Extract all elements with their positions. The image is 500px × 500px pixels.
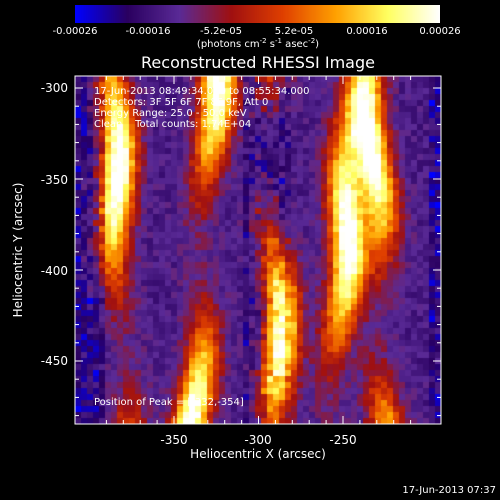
colorbar-tick-label: -0.00016 — [125, 26, 171, 37]
rhessi-image-raster — [75, 76, 441, 424]
annotation-time-range: 17-Jun-2013 08:49:34.000 to 08:55:34.000 — [94, 86, 310, 97]
colorbar-tick-label: 0.00016 — [346, 26, 388, 37]
y-tick-label: -350 — [40, 173, 68, 187]
annotation-detectors: Detectors: 3F 5F 6F 7F 8F 9F, Att 0 — [94, 97, 269, 108]
axis-ticks — [75, 76, 441, 424]
colorbar-units-label: (photons cm-2 s-1 asec-2) — [196, 37, 320, 50]
plot-frame — [74, 75, 442, 425]
annotation-energy-range: Energy Range: 25.0 - 50.0 keV — [94, 108, 247, 119]
colorbar-tick-label: -5.2e-05 — [200, 26, 242, 37]
x-axis-label: Heliocentric X (arcsec) — [190, 447, 326, 461]
colorbar-tick-label: 5.2e-05 — [274, 26, 314, 37]
y-tick-label: -300 — [40, 81, 68, 95]
annotation-peak-position: Position of Peak = [-332,-354] — [94, 397, 244, 408]
x-tick-label: -300 — [244, 433, 272, 447]
footer-timestamp: 17-Jun-2013 07:37 — [402, 485, 496, 496]
y-tick-label: -400 — [40, 264, 68, 278]
x-tick-label: -350 — [160, 433, 188, 447]
rhessi-image — [75, 76, 441, 424]
y-axis-label: Heliocentric Y (arcsec) — [11, 183, 25, 318]
colorbar-tick-label: -0.00026 — [52, 26, 98, 37]
colorbar-gradient — [75, 5, 440, 23]
plot-title: Reconstructed RHESSI Image — [141, 53, 375, 72]
x-tick-label: -250 — [329, 433, 357, 447]
y-tick-label: -450 — [40, 354, 68, 368]
colorbar — [75, 5, 440, 23]
colorbar-tick-label: 0.00026 — [419, 26, 461, 37]
annotation-total-counts: Clean Total counts: 1.74E+04 — [94, 119, 252, 130]
